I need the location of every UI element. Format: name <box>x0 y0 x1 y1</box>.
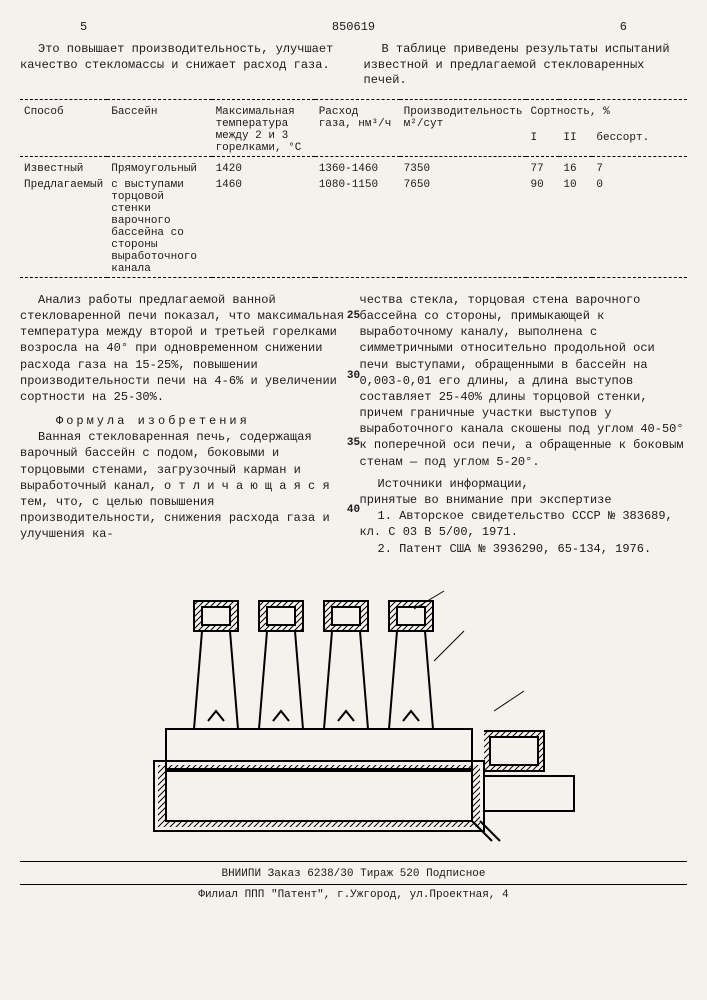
footer: ВНИИПИ Заказ 6238/30 Тираж 520 Подписное… <box>20 861 687 901</box>
results-table: Способ Бассейн Максимальная температура … <box>20 99 687 282</box>
sources-subtitle: принятые во внимание при экспертизе <box>360 492 688 508</box>
th-method: Способ <box>20 104 107 157</box>
th-prod: Производительность м²/сут <box>400 104 527 157</box>
cell-g3: 0 <box>592 177 687 278</box>
source-2: 2. Патент США № 3936290, 65-134, 1976. <box>360 541 688 557</box>
claim-continuation: чества стекла, торцовая стена варочного … <box>360 292 688 470</box>
burner-stack <box>259 601 303 729</box>
cell-temp: 1460 <box>212 177 315 278</box>
page: 5 850619 6 Это повышает производительнос… <box>20 20 687 901</box>
footer-line-1: ВНИИПИ Заказ 6238/30 Тираж 520 Подписное <box>20 868 687 880</box>
header: 5 850619 6 <box>20 20 687 34</box>
cell-g3: 7 <box>592 161 687 177</box>
intro-row: Это повышает производительность, улучшае… <box>20 42 687 89</box>
cell-basin: с выступами торцовой стенки варочного ба… <box>107 177 211 278</box>
body-columns: 25 30 35 40 Анализ работы предлагаемой в… <box>20 292 687 557</box>
burner-stack <box>389 601 433 729</box>
table-row: Известный Прямоугольный 1420 1360-1460 7… <box>20 161 687 177</box>
cell-g2: 16 <box>559 161 592 177</box>
th-temp: Максимальная температура между 2 и 3 гор… <box>212 104 315 157</box>
table-row: Предлагаемый с выступами торцовой стенки… <box>20 177 687 278</box>
cell-method: Предлагаемый <box>20 177 107 278</box>
th-grade-2: II <box>559 130 592 157</box>
burner-stack <box>194 601 238 729</box>
cell-prod: 7650 <box>400 177 527 278</box>
cell-g2: 10 <box>559 177 592 278</box>
sources-title: Источники информации, <box>360 476 688 492</box>
document-number: 850619 <box>332 20 375 34</box>
th-gas: Расход газа, нм³/ч <box>315 104 400 157</box>
cell-prod: 7350 <box>400 161 527 177</box>
line-number: 35 <box>347 437 360 449</box>
footer-line-2: Филиал ППП "Патент", г.Ужгород, ул.Проек… <box>20 884 687 901</box>
cell-basin: Прямоугольный <box>107 161 211 177</box>
col-number-right: 6 <box>620 20 627 34</box>
line-number: 40 <box>347 504 360 516</box>
cell-g1: 90 <box>526 177 559 278</box>
line-number: 30 <box>347 370 360 382</box>
analysis-para: Анализ работы предлагаемой ванной стекло… <box>20 292 348 405</box>
furnace-diagram <box>114 571 594 851</box>
cell-temp: 1420 <box>212 161 315 177</box>
th-grade-nosort: бессорт. <box>592 130 687 157</box>
col-number-left: 5 <box>80 20 87 34</box>
burner-stack <box>324 601 368 729</box>
cell-gas: 1360-1460 <box>315 161 400 177</box>
th-basin: Бассейн <box>107 104 211 157</box>
line-number: 25 <box>347 310 360 322</box>
intro-right: В таблице приведены результаты испытаний… <box>364 42 688 89</box>
claim-para: Ванная стекловаренная печь, содержащая в… <box>20 429 348 542</box>
table-header-row: Способ Бассейн Максимальная температура … <box>20 104 687 130</box>
intro-left: Это повышает производительность, улучшае… <box>20 42 344 73</box>
cell-gas: 1080-1150 <box>315 177 400 278</box>
th-grade: Сортность, % <box>526 104 687 130</box>
left-column: Анализ работы предлагаемой ванной стекло… <box>20 292 348 557</box>
formula-title: Формула изобретения <box>20 413 348 429</box>
th-grade-1: I <box>526 130 559 157</box>
source-1: 1. Авторское свидетельство СССР № 383689… <box>360 508 688 540</box>
cell-g1: 77 <box>526 161 559 177</box>
cell-method: Известный <box>20 161 107 177</box>
right-column: чества стекла, торцовая стена варочного … <box>360 292 688 557</box>
